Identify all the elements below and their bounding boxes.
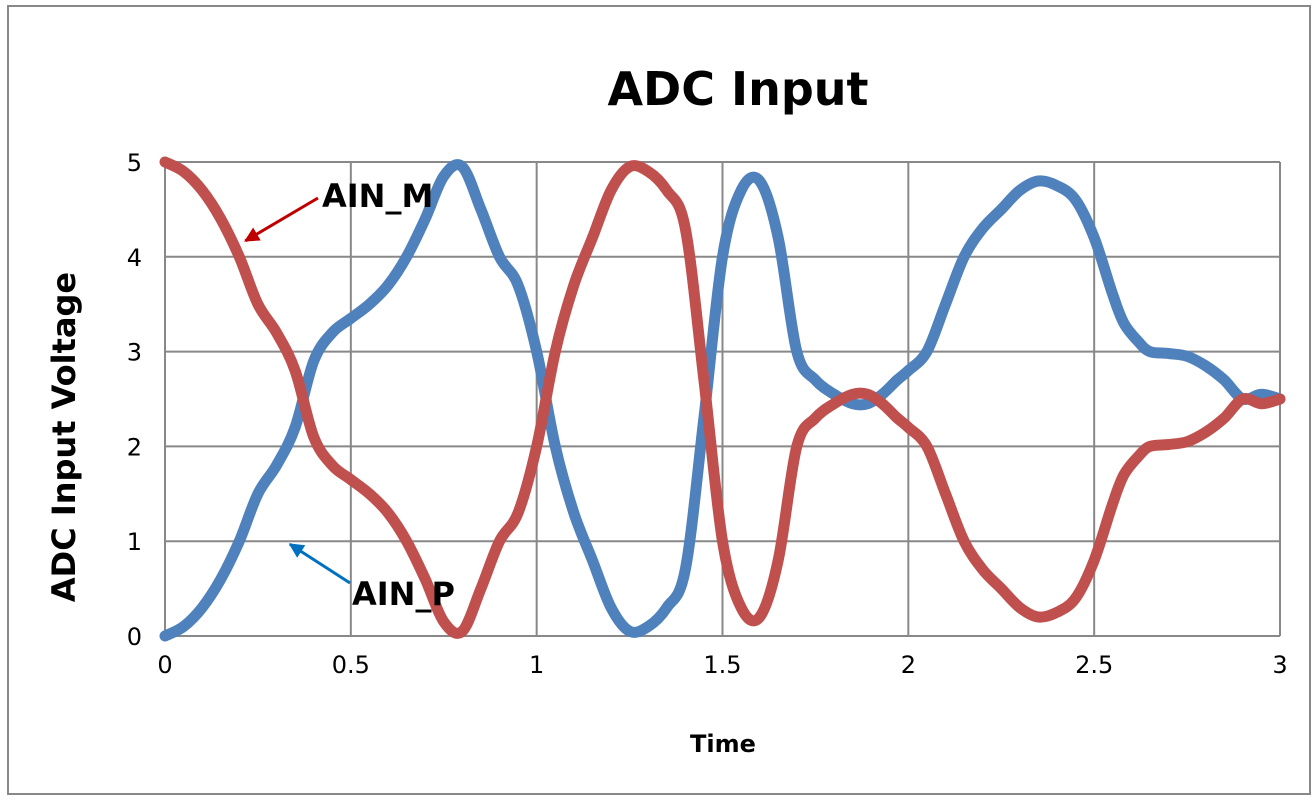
- x-tick-label: 1: [529, 651, 544, 679]
- y-tick-label: 3: [127, 339, 142, 367]
- series-line-ain-m: [159, 156, 1286, 639]
- x-tick-label: 0: [157, 651, 172, 679]
- x-tick-label: 2.5: [1075, 651, 1113, 679]
- y-tick-label: 4: [127, 244, 142, 272]
- y-axis-title: ADC Input Voltage: [45, 272, 83, 602]
- x-tick-label: 2: [901, 651, 916, 679]
- annotation-arrow-ain-m: [244, 196, 319, 243]
- y-tick-label: 2: [127, 433, 142, 461]
- y-tick-label: 1: [127, 528, 142, 556]
- tick-labels: 0 0.5 1 1.5 2 2.5 3 0 1 2 3 4 5: [127, 149, 1288, 679]
- annotations: AIN_M AIN_P: [244, 177, 455, 613]
- annotation-label-ain-p: AIN_P: [352, 575, 455, 613]
- x-tick-label: 1.5: [703, 651, 741, 679]
- series-line-ain-p: [159, 159, 1286, 642]
- y-tick-label: 5: [127, 149, 142, 177]
- x-axis-title: Time: [690, 730, 756, 758]
- chart-border: [7, 5, 1311, 795]
- x-tick-label: 3: [1272, 651, 1287, 679]
- annotation-label-ain-m: AIN_M: [322, 177, 433, 215]
- plot-area: [159, 156, 1286, 642]
- chart-title: ADC Input: [607, 62, 868, 116]
- x-tick-label: 0.5: [332, 651, 370, 679]
- annotation-arrow-ain-p: [288, 542, 351, 585]
- y-tick-label: 0: [127, 623, 142, 651]
